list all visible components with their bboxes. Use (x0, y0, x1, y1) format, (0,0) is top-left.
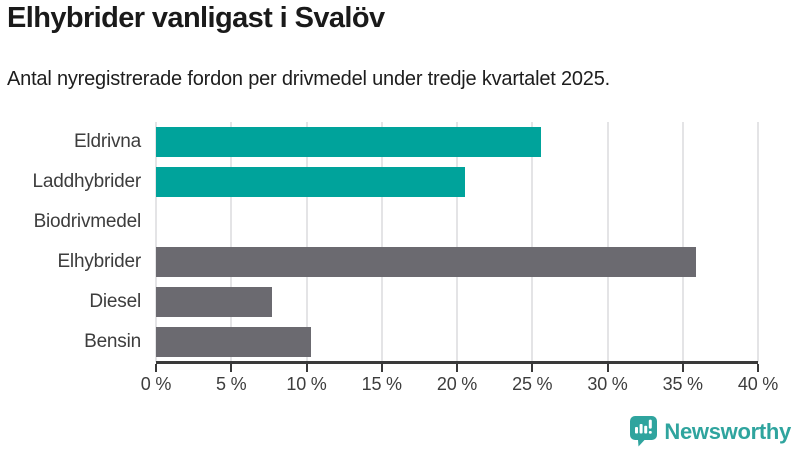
bar-bensin (156, 327, 311, 357)
bar-row-biodrivmedel: Biodrivmedel (0, 202, 758, 242)
gridline-30 (606, 122, 609, 362)
axis-tick-25 (531, 364, 534, 372)
bar-row-eldrivna: Eldrivna (0, 122, 758, 162)
newsworthy-chart-bubble-icon (630, 416, 658, 447)
brand-name: Newsworthy (664, 418, 791, 444)
plot-area (155, 122, 759, 362)
bar-rows: Eldrivna Laddhybrider Biodrivmedel Elhybrid… (0, 122, 758, 362)
axis-tick-15 (380, 364, 383, 372)
axis-tick-40 (757, 364, 759, 372)
bar-laddhybrider (156, 167, 465, 197)
gridline-40 (757, 122, 759, 362)
bar-track (156, 127, 758, 157)
chart-subtitle: Antal nyregistrerade fordon per drivmede… (7, 68, 611, 90)
bar-eldrivna (156, 127, 542, 157)
bar-track (156, 327, 758, 357)
axis-tick-35 (681, 364, 684, 372)
axis-tick-0 (155, 364, 157, 372)
category-label: Eldrivna (73, 131, 141, 152)
axis-tick-20 (456, 364, 458, 372)
axis-tick-label: 25 % (512, 374, 553, 394)
axis-tick-30 (606, 364, 609, 372)
bar-track (156, 287, 758, 317)
axis-tick-label: 40 % (737, 374, 779, 394)
category-label: Elhybrider (57, 251, 141, 272)
axis-tick-label: 5 % (216, 374, 247, 394)
axis-tick-label: 0 % (140, 374, 172, 394)
category-label: Diesel (89, 291, 141, 312)
category-label: Bensin (84, 331, 141, 352)
x-axis: 0 % 5 % 10 % 15 % 20 % 25 % 30 % 35 % 40 % (141, 361, 778, 394)
axis-tick-10 (305, 364, 308, 372)
bar-elhybrider (156, 247, 697, 277)
axis-tick-label: 15 % (361, 374, 402, 394)
category-label: Biodrivmedel (33, 211, 142, 232)
gridline-35 (681, 122, 684, 362)
gridline-25 (531, 122, 534, 362)
axis-tick-label: 30 % (587, 374, 628, 394)
axis-tick-label: 10 % (286, 374, 327, 394)
axis-tick-label: 20 % (436, 374, 478, 394)
bar-diesel (156, 287, 272, 317)
gridline-20 (456, 122, 458, 362)
bar-row-bensin: Bensin (0, 322, 758, 362)
category-label: Laddhybrider (32, 171, 141, 192)
bar-track (156, 207, 758, 237)
axis-tick-label: 35 % (662, 374, 703, 394)
gridline-15 (380, 122, 383, 362)
bar-track (156, 247, 758, 277)
bar-row-laddhybrider: Laddhybrider (0, 162, 758, 202)
bar-track (156, 167, 758, 197)
gridline-5 (230, 122, 233, 362)
bar-row-elhybrider: Elhybrider (0, 242, 758, 282)
chart-title: Elhybrider vanligast i Svalöv (7, 2, 385, 34)
bar-row-diesel: Diesel (0, 282, 758, 322)
gridline-0 (155, 122, 157, 362)
branding: Newsworthy (630, 416, 791, 447)
axis-tick-5 (230, 364, 233, 372)
gridline-10 (305, 122, 308, 362)
